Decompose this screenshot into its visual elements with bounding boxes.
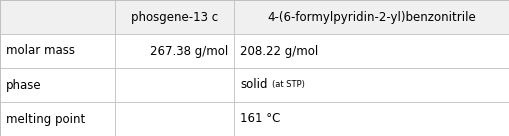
Bar — [234, 102, 509, 136]
Text: (at STP): (at STP) — [272, 81, 304, 89]
Bar — [234, 0, 509, 34]
Bar — [0, 102, 115, 136]
Text: melting point: melting point — [6, 112, 85, 126]
Text: 161 °C: 161 °C — [240, 112, 280, 126]
Text: phase: phase — [6, 78, 42, 92]
Text: 208.22 g/mol: 208.22 g/mol — [240, 44, 319, 58]
Text: phosgene-13 c: phosgene-13 c — [131, 10, 218, 24]
Bar — [234, 34, 509, 68]
Bar — [115, 34, 234, 68]
Bar — [115, 68, 234, 102]
Text: 4-(6-formylpyridin-2-yl)benzonitrile: 4-(6-formylpyridin-2-yl)benzonitrile — [267, 10, 476, 24]
Bar — [115, 102, 234, 136]
Text: 267.38 g/mol: 267.38 g/mol — [150, 44, 228, 58]
Text: molar mass: molar mass — [6, 44, 75, 58]
Bar — [115, 0, 234, 34]
Bar — [234, 68, 509, 102]
Bar — [0, 34, 115, 68]
Bar — [0, 68, 115, 102]
Bar — [0, 0, 115, 34]
Text: solid: solid — [240, 78, 268, 92]
